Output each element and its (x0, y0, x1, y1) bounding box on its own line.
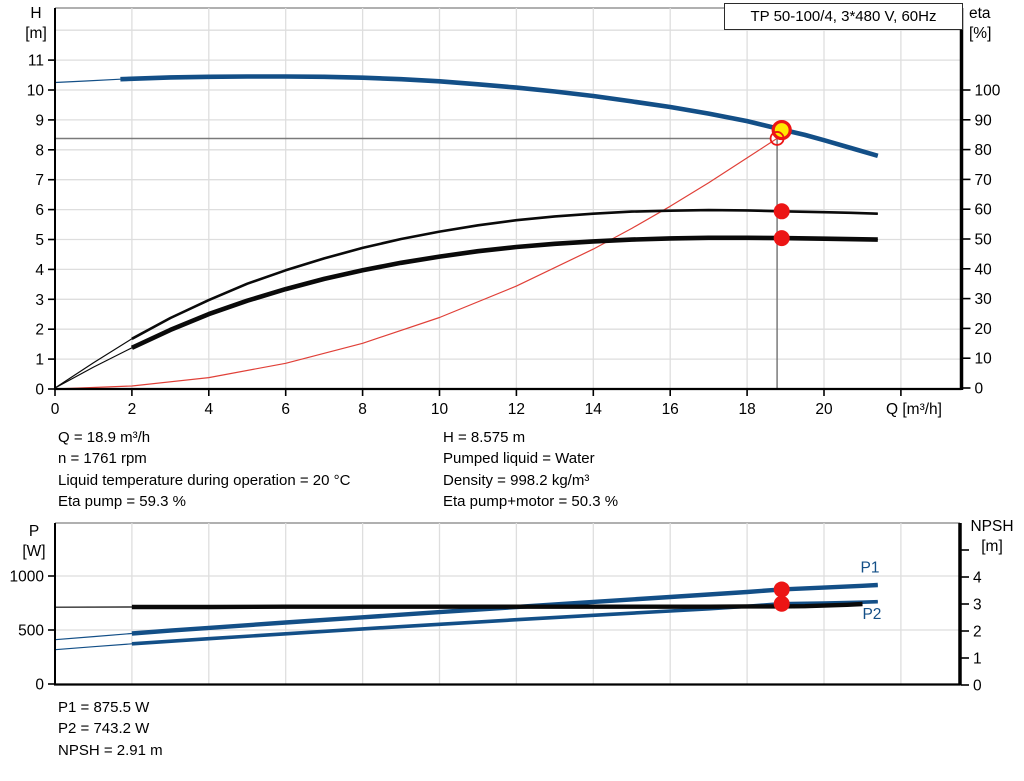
x-tick-label: 6 (281, 401, 290, 418)
duty-info-left: Q = 18.9 m³/h n = 1761 rpm Liquid temper… (58, 427, 350, 513)
x-tick-label: 12 (508, 401, 525, 418)
y-right-tick-label: 70 (975, 172, 993, 189)
info-density: Density = 998.2 kg/m³ (443, 471, 590, 489)
y-right-tick-label: 90 (975, 112, 993, 129)
y-left-tick-label: 5 (35, 232, 44, 249)
x-tick-label: 10 (431, 401, 449, 418)
x-tick-label: 14 (585, 401, 603, 418)
duty-info-right: H = 8.575 m Pumped liquid = Water Densit… (443, 427, 618, 513)
npsh-axis-name: NPSH (970, 518, 1014, 535)
info-head: H = 8.575 m (443, 429, 526, 446)
h-axis-name: H (30, 5, 42, 22)
x-tick-label: 4 (204, 401, 213, 418)
y-left-tick-label: 9 (35, 112, 44, 129)
eta-pump-motor-operating-dot (773, 230, 790, 247)
y-right-tick-label: 20 (975, 321, 993, 338)
y-right-tick-label: 3 (973, 597, 982, 614)
npsh-axis-unit: [m] (981, 538, 1003, 555)
y-right-tick-label: 0 (973, 678, 982, 695)
p1-operating-dot (773, 581, 790, 598)
p-axis-name: P (28, 523, 40, 540)
eta-axis-name: eta (969, 5, 991, 22)
p2-operating-dot (773, 595, 790, 612)
info-q: Q = 18.9 m³/h (58, 429, 151, 446)
duty-point (771, 119, 792, 141)
power-info: P1 = 875.5 W P2 = 743.2 W NPSH = 2.91 m (58, 697, 163, 761)
p2-curve-label: P2 (862, 606, 881, 623)
y-left-tick-label: 3 (35, 292, 44, 309)
y-left-tick-label: 8 (35, 142, 44, 159)
y-left-tick-label: 1 (35, 352, 44, 369)
y-left-tick-label: 6 (35, 202, 44, 219)
x-tick-label: 8 (358, 401, 367, 418)
y-right-tick-label: 100 (975, 83, 1001, 100)
pump-title-box: TP 50-100/4, 3*480 V, 60Hz (724, 3, 963, 30)
y-right-tick-label: 10 (975, 351, 993, 368)
info-eta-pump-motor: Eta pump+motor = 50.3 % (443, 493, 619, 511)
info-p1: P1 = 875.5 W (58, 699, 150, 716)
npsh-axis-label: NPSH [m] (962, 517, 1022, 557)
y-right-tick-label: 0 (975, 381, 984, 398)
x-tick-label: 18 (738, 401, 755, 418)
h-axis-unit: [m] (25, 25, 47, 42)
eta-pump-motor-curve (130, 235, 878, 350)
y-left-tick-label: 500 (18, 623, 44, 640)
y-right-tick-label: 30 (975, 291, 993, 308)
eta-pump-curve (131, 208, 878, 340)
requested-duty-point (769, 131, 785, 146)
p-axis-label: P [W] (14, 522, 54, 562)
eta-pump-operating-dot (773, 203, 790, 220)
npsh-curve (131, 601, 863, 610)
pump-title-text: TP 50-100/4, 3*480 V, 60Hz (750, 8, 937, 25)
y-left-tick-label: 0 (35, 677, 44, 694)
y-left-tick-label: 4 (35, 262, 44, 279)
p-axis-unit: [W] (22, 543, 46, 560)
x-tick-label: 0 (51, 401, 60, 418)
p1-curve (131, 582, 878, 636)
info-liquid-temperature: Liquid temperature during operation = 20… (58, 471, 351, 489)
info-npsh: NPSH = 2.91 m (58, 741, 163, 759)
eta-axis-unit: [%] (969, 25, 992, 42)
y-right-tick-label: 4 (973, 570, 982, 587)
y-right-tick-label: 2 (973, 624, 982, 641)
y-right-tick-label: 1 (973, 651, 982, 668)
x-tick-label: 20 (815, 401, 833, 418)
y-right-tick-label: 60 (975, 202, 993, 219)
y-right-tick-label: 80 (975, 142, 993, 159)
info-eta-pump: Eta pump = 59.3 % (58, 493, 186, 511)
y-left-tick-label: 1000 (10, 569, 45, 586)
y-left-tick-label: 0 (35, 382, 44, 399)
h-axis-label: H [m] (18, 4, 54, 44)
q-axis-label: Q [m³/h] (886, 401, 942, 418)
info-pumped-liquid: Pumped liquid = Water (443, 450, 595, 468)
y-left-tick-label: 7 (35, 172, 44, 189)
y-left-tick-label: 2 (35, 322, 44, 339)
p2-curve (131, 599, 878, 646)
eta-axis-label: eta [%] (969, 4, 1015, 44)
x-tick-label: 2 (128, 401, 137, 418)
info-p2: P2 = 743.2 W (58, 720, 150, 738)
system-curve-thin (54, 137, 778, 390)
x-tick-label: 16 (662, 401, 679, 418)
pump-qh-curve-thin (54, 75, 878, 157)
y-left-tick-label: 10 (27, 83, 45, 100)
y-right-tick-label: 50 (975, 232, 993, 249)
p1-curve-label: P1 (861, 559, 880, 576)
y-left-tick-label: 11 (28, 53, 44, 70)
y-right-tick-label: 40 (975, 261, 993, 278)
info-speed: n = 1761 rpm (58, 450, 147, 468)
pump-qh-curve (120, 74, 879, 159)
